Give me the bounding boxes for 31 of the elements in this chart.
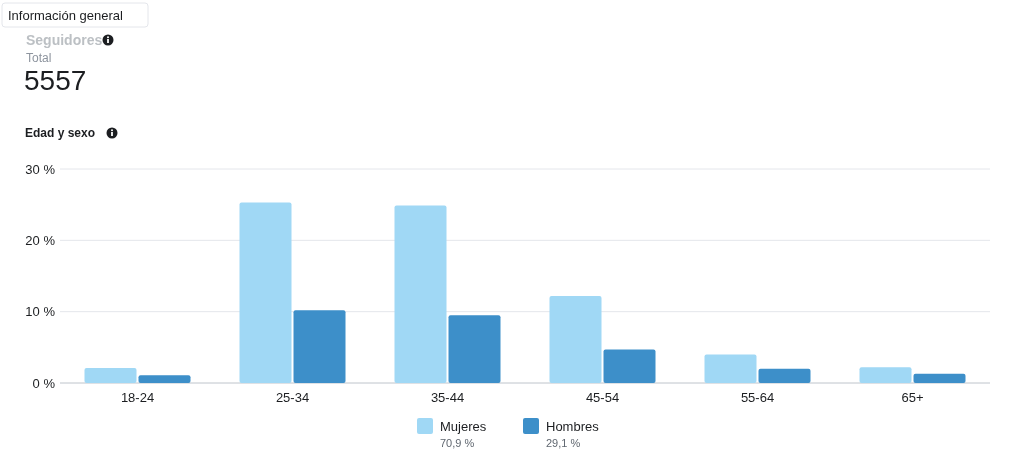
y-tick-label: 30 %	[25, 161, 56, 177]
legend-label: Mujeres	[440, 419, 487, 434]
y-tick-label: 0 %	[32, 375, 56, 391]
y-tick-label: 20 %	[25, 232, 56, 248]
text: 29,1 %	[546, 437, 581, 449]
bar	[84, 368, 137, 383]
bar	[293, 310, 346, 383]
bar	[704, 354, 757, 383]
text: 70,9 %	[440, 437, 475, 449]
text: 5557	[24, 65, 87, 96]
bar	[603, 349, 656, 383]
chart-title: Seguidores	[26, 32, 103, 48]
bar	[758, 368, 811, 383]
x-tick-label: 55-64	[740, 390, 775, 405]
chart-subtitle: Total	[26, 51, 52, 65]
x-tick-label: 35-44	[430, 390, 465, 405]
text: Edad y sexo	[25, 126, 96, 140]
bar	[138, 375, 191, 383]
bar	[859, 367, 912, 383]
text: Información general	[8, 8, 124, 23]
bar	[549, 295, 602, 383]
bar	[394, 205, 447, 383]
legend-label: Hombres	[546, 419, 600, 434]
x-tick-label: 25-34	[275, 390, 310, 405]
bar	[239, 202, 292, 383]
x-tick-label: 65+	[901, 390, 924, 405]
x-tick-label: 45-54	[585, 390, 620, 405]
y-tick-label: 10 %	[25, 304, 56, 320]
x-tick-label: 18-24	[120, 390, 155, 405]
bar	[913, 373, 966, 383]
bar	[448, 315, 501, 383]
